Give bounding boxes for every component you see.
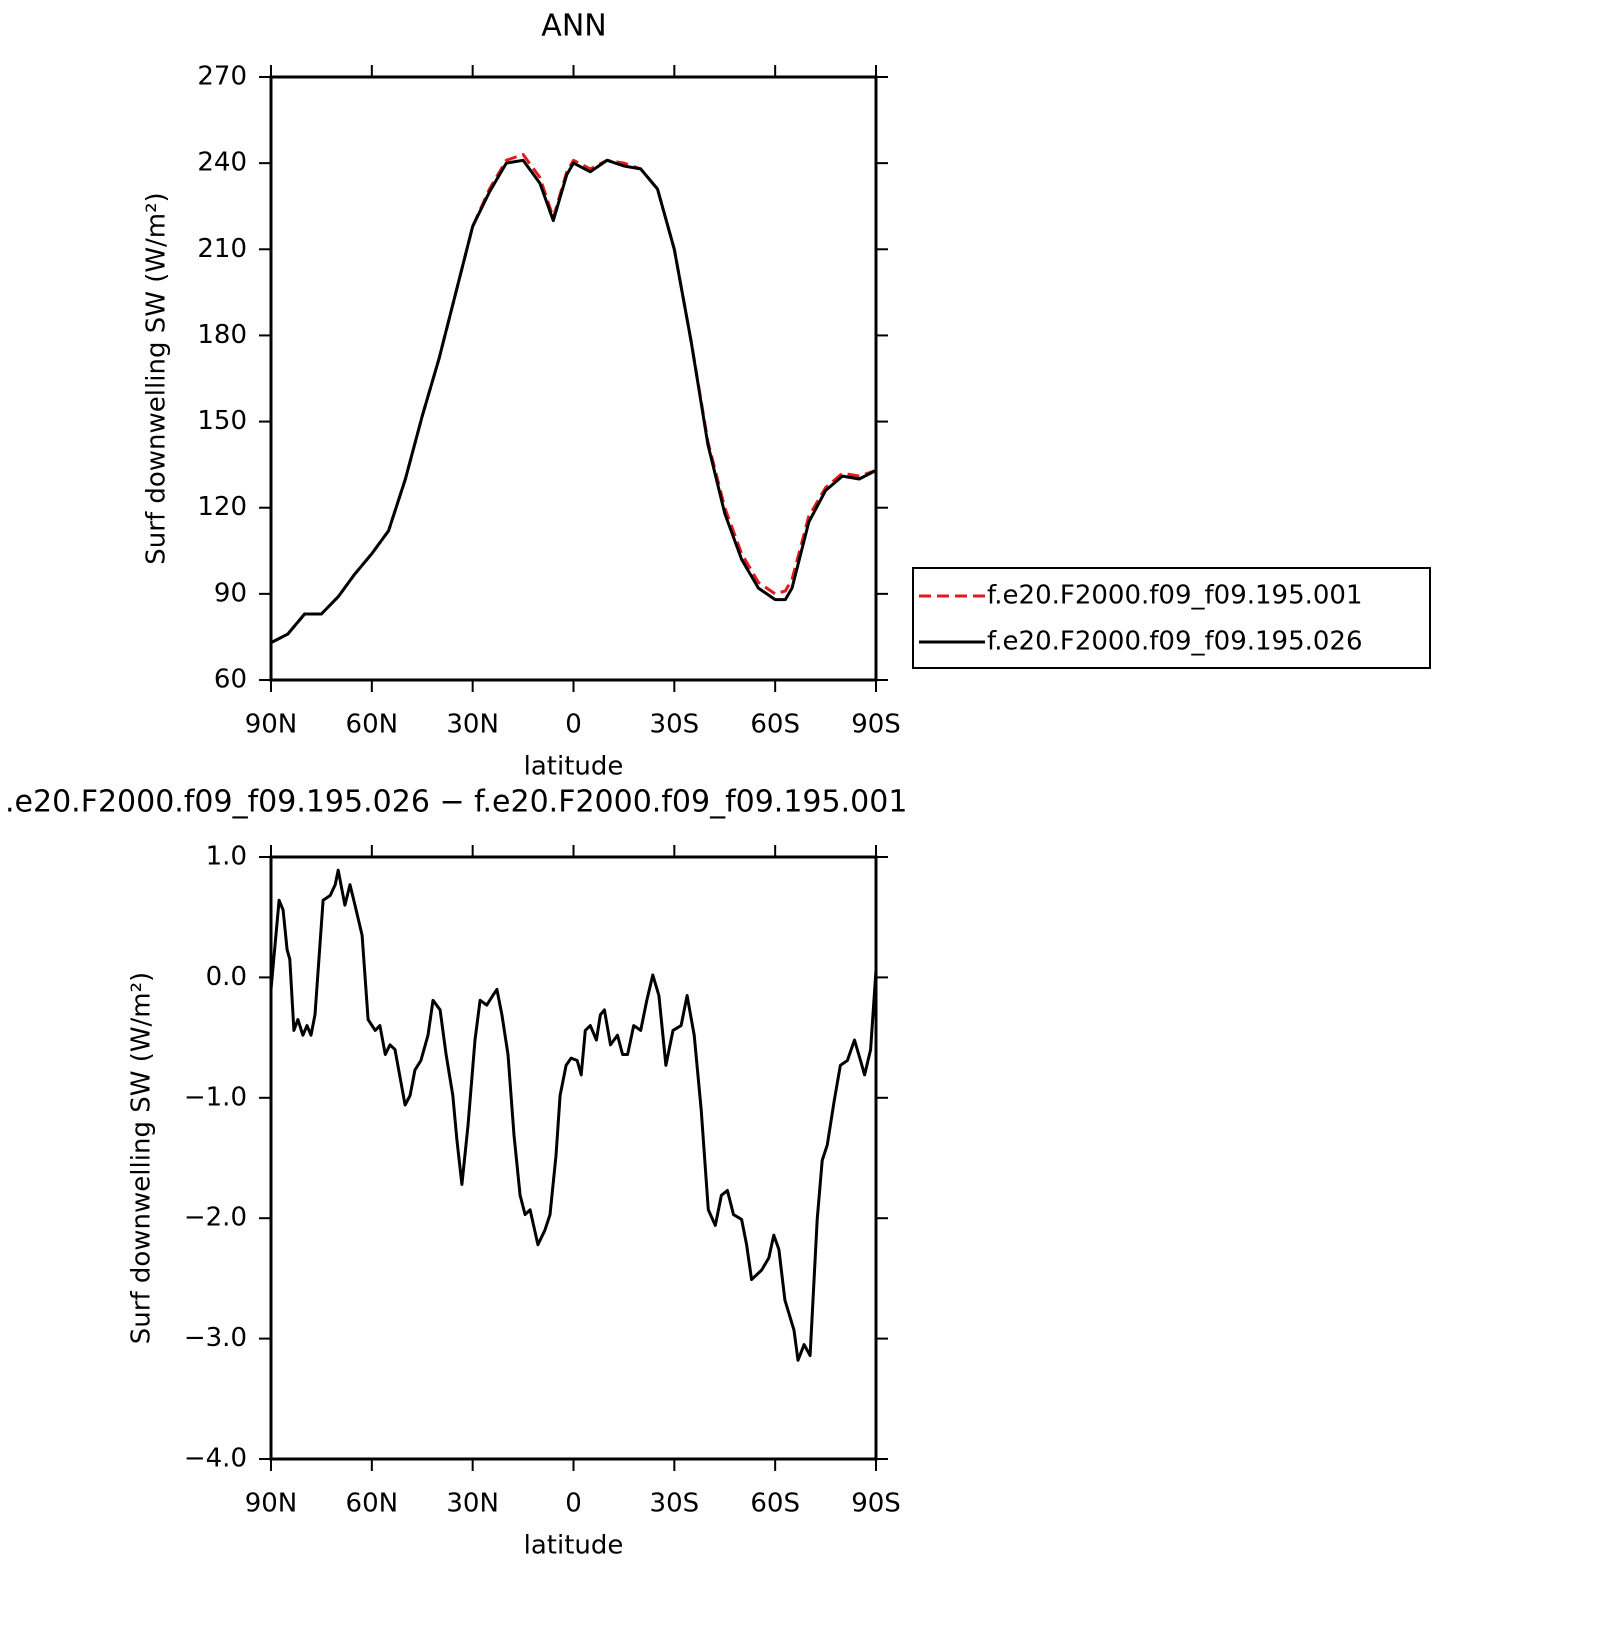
x-tick-label: 90N [245,710,298,740]
legend-box [912,567,1431,669]
x-tick-label: 90S [851,710,901,740]
legend-label: f.e20.F2000.f09_f09.195.026 [987,627,1363,657]
y-tick-label: 270 [197,62,247,92]
y-tick-label: −4.0 [184,1444,247,1474]
x-tick-label: 0 [565,1489,582,1519]
data-line [270,158,877,645]
data-line [270,153,877,645]
x-tick-label: 60S [750,710,800,740]
x-tick-label: 60S [750,1489,800,1519]
x-tick-label: 60N [346,710,399,740]
y-tick-label: 180 [197,320,247,350]
y-tick-label: 210 [197,234,247,264]
y-tick-label: 120 [197,492,247,522]
y-axis-label: Surf downwelling SW (W/m²) [142,192,172,564]
data-line [269,868,878,1362]
x-tick-label: 30S [650,710,700,740]
x-tick-label: 30N [446,710,499,740]
chart-title: .e20.F2000.f09_f09.195.026 − f.e20.F2000… [5,785,907,820]
x-tick-label: 90N [245,1489,298,1519]
y-tick-label: 1.0 [206,842,247,872]
y-tick-label: 150 [197,406,247,436]
x-tick-label: 0 [565,710,582,740]
x-axis-label: latitude [524,1531,624,1561]
y-tick-label: 60 [214,665,247,695]
y-axis-label: Surf downwelling SW (W/m²) [127,972,157,1344]
chart-title: ANN [541,9,606,44]
y-tick-label: 240 [197,148,247,178]
y-tick-label: −2.0 [184,1203,247,1233]
x-tick-label: 30N [446,1489,499,1519]
legend-label: f.e20.F2000.f09_f09.195.001 [987,581,1363,611]
x-tick-label: 90S [851,1489,901,1519]
y-tick-label: −3.0 [184,1323,247,1353]
x-tick-label: 60N [346,1489,399,1519]
y-tick-label: −1.0 [184,1082,247,1112]
x-tick-label: 30S [650,1489,700,1519]
y-tick-label: 0.0 [206,962,247,992]
x-axis-label: latitude [524,752,624,782]
y-tick-label: 90 [214,578,247,608]
